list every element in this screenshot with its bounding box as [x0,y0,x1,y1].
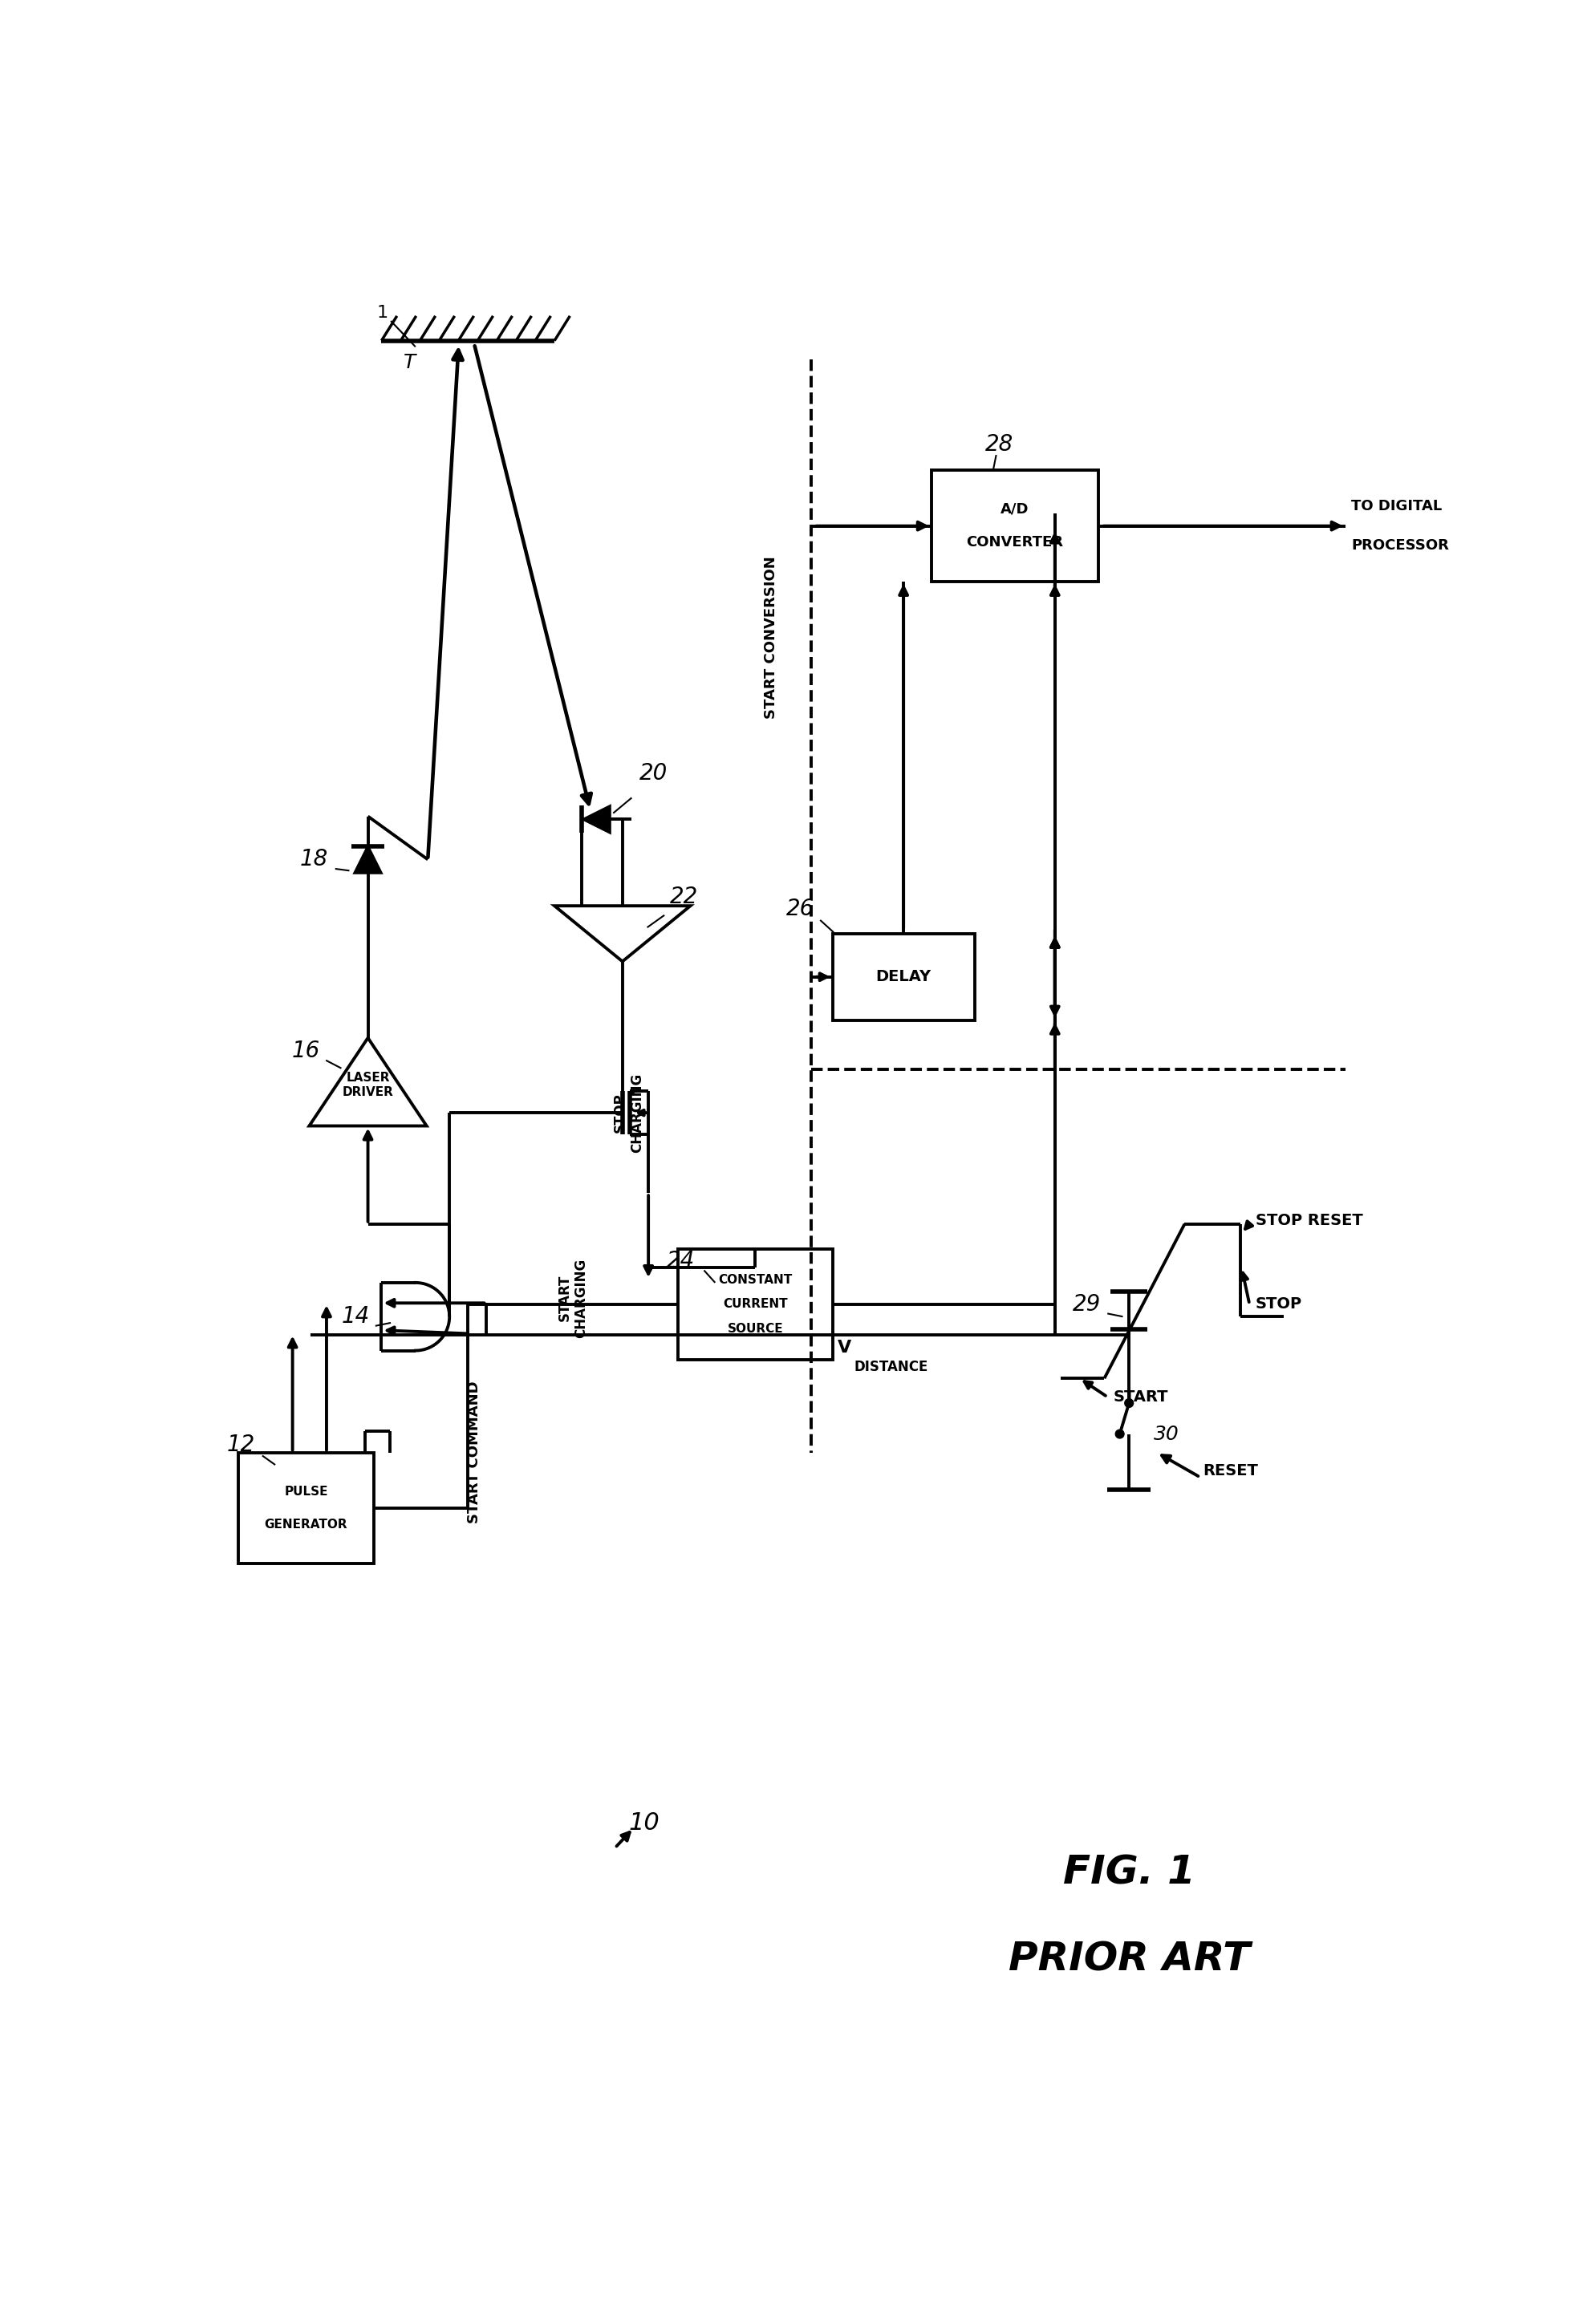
Text: DELAY: DELAY [876,969,932,985]
Text: 20: 20 [640,762,668,783]
Circle shape [1125,1399,1133,1408]
Text: PRIOR ART: PRIOR ART [1008,1941,1251,1978]
Text: DISTANCE: DISTANCE [854,1360,928,1373]
Text: T: T [403,353,416,372]
Text: LASER
DRIVER: LASER DRIVER [343,1071,394,1097]
Text: 18: 18 [300,848,327,872]
Text: 30: 30 [1154,1425,1179,1443]
Text: PROCESSOR: PROCESSOR [1352,539,1449,553]
Text: A/D: A/D [1000,502,1028,516]
Text: STOP RESET: STOP RESET [1255,1213,1363,1229]
Text: 29: 29 [1073,1292,1101,1315]
Text: PULSE: PULSE [284,1485,329,1497]
Text: 16: 16 [292,1039,321,1062]
Bar [932,469,1098,581]
Text: RESET: RESET [1203,1464,1258,1478]
Text: CURRENT: CURRENT [724,1299,787,1311]
Text: V: V [838,1339,851,1355]
Circle shape [1116,1429,1124,1439]
Text: START COMMAND: START COMMAND [467,1380,481,1525]
Text: SOURCE: SOURCE [727,1322,784,1334]
Polygon shape [354,846,381,874]
Polygon shape [582,806,609,832]
Text: STOP: STOP [1255,1297,1303,1311]
Text: CONVERTER: CONVERTER [966,535,1063,551]
Text: 14: 14 [341,1306,370,1327]
Text: GENERATOR: GENERATOR [265,1520,348,1532]
Text: START: START [1114,1390,1168,1404]
Text: CONSTANT: CONSTANT [719,1274,792,1285]
Text: FIG. 1: FIG. 1 [1063,1852,1195,1892]
Bar [678,1248,833,1360]
Text: STOP
CHARGING: STOP CHARGING [613,1074,644,1153]
Text: 24: 24 [667,1250,695,1271]
Text: 1: 1 [378,304,389,321]
Text: TO DIGITAL: TO DIGITAL [1352,500,1443,514]
Bar [833,934,974,1020]
Text: 28: 28 [986,432,1014,456]
Text: 10: 10 [628,1810,660,1834]
Text: START CONVERSION: START CONVERSION [763,555,778,718]
Text: 22: 22 [670,885,698,909]
Text: 12: 12 [227,1434,256,1457]
Text: 26: 26 [786,897,814,920]
Bar [238,1452,375,1564]
Text: START
CHARGING: START CHARGING [557,1257,589,1339]
